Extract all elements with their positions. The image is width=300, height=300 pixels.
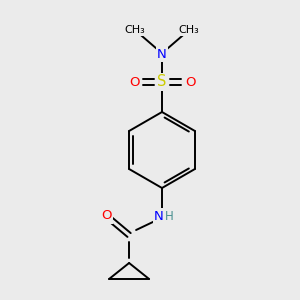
Text: N: N xyxy=(154,209,164,223)
Text: O: O xyxy=(129,76,139,88)
Text: O: O xyxy=(185,76,195,88)
Text: H: H xyxy=(165,209,173,223)
Text: S: S xyxy=(157,74,167,89)
Text: N: N xyxy=(157,47,167,61)
Text: CH₃: CH₃ xyxy=(178,25,199,34)
Text: CH₃: CH₃ xyxy=(125,25,146,34)
Text: O: O xyxy=(101,209,111,222)
